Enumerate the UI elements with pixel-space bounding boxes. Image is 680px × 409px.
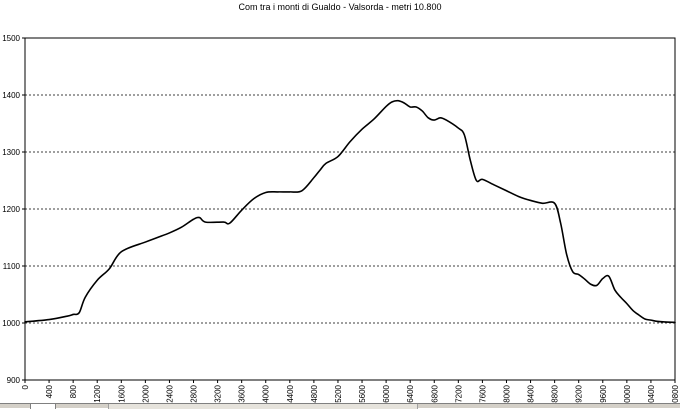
x-tick-label: 4000 bbox=[262, 384, 271, 402]
x-tick-label: 6800 bbox=[430, 384, 439, 402]
x-tick-label: 6400 bbox=[406, 384, 415, 402]
x-tick-label: 6000 bbox=[382, 384, 391, 402]
x-tick-label: 2800 bbox=[190, 384, 199, 402]
x-axis: 0 400 800 1200 1600 2000 2400 2800 3200 3600 4000 4… bbox=[21, 380, 680, 407]
y-tick-label: 1000 bbox=[2, 319, 20, 328]
y-tick-label: 1100 bbox=[3, 262, 21, 271]
x-tick-label: 8400 bbox=[527, 384, 536, 402]
x-tick-label: 10800 bbox=[671, 384, 680, 407]
sheet-tab-bar bbox=[0, 403, 680, 409]
x-tick-label: 1600 bbox=[117, 384, 126, 402]
x-tick-label: 5600 bbox=[358, 384, 367, 402]
x-tick-label: 10000 bbox=[623, 384, 632, 407]
horizontal-scrollbar[interactable] bbox=[108, 404, 418, 409]
x-tick-label: 4800 bbox=[310, 384, 319, 402]
chart-title: Com tra i monti di Gualdo - Valsorda - m… bbox=[238, 2, 442, 12]
x-tick-label: 8800 bbox=[551, 384, 560, 402]
gridlines bbox=[25, 94, 675, 324]
x-tick-label: 9200 bbox=[575, 384, 584, 402]
x-tick-label: 1200 bbox=[93, 384, 102, 402]
x-tick-label: 0 bbox=[21, 384, 30, 389]
x-tick-label: 7600 bbox=[478, 384, 487, 402]
x-tick-label: 2000 bbox=[141, 384, 150, 402]
y-tick-label: 1400 bbox=[2, 91, 20, 100]
x-tick-label: 2400 bbox=[165, 384, 174, 402]
x-tick-label: 8000 bbox=[502, 384, 511, 402]
x-tick-label: 3600 bbox=[238, 384, 247, 402]
y-tick-label: 1500 bbox=[2, 34, 20, 43]
sheet-tab[interactable] bbox=[30, 404, 56, 409]
x-tick-label: 9600 bbox=[599, 384, 608, 402]
elevation-series-line bbox=[24, 99, 676, 324]
y-tick-label: 1300 bbox=[2, 148, 20, 157]
x-tick-label: 4400 bbox=[286, 384, 295, 402]
y-tick-label: 1200 bbox=[2, 205, 20, 214]
x-tick-label: 400 bbox=[45, 384, 54, 398]
x-tick-label: 800 bbox=[69, 384, 78, 398]
x-tick-label: 7200 bbox=[454, 384, 463, 402]
x-tick-label: 5200 bbox=[334, 384, 343, 402]
y-tick-label: 900 bbox=[7, 376, 21, 385]
x-tick-label: 10400 bbox=[647, 384, 656, 407]
y-axis: 900 1000 1100 1200 1300 1400 1500 bbox=[2, 34, 25, 385]
x-tick-label: 3200 bbox=[214, 384, 223, 402]
